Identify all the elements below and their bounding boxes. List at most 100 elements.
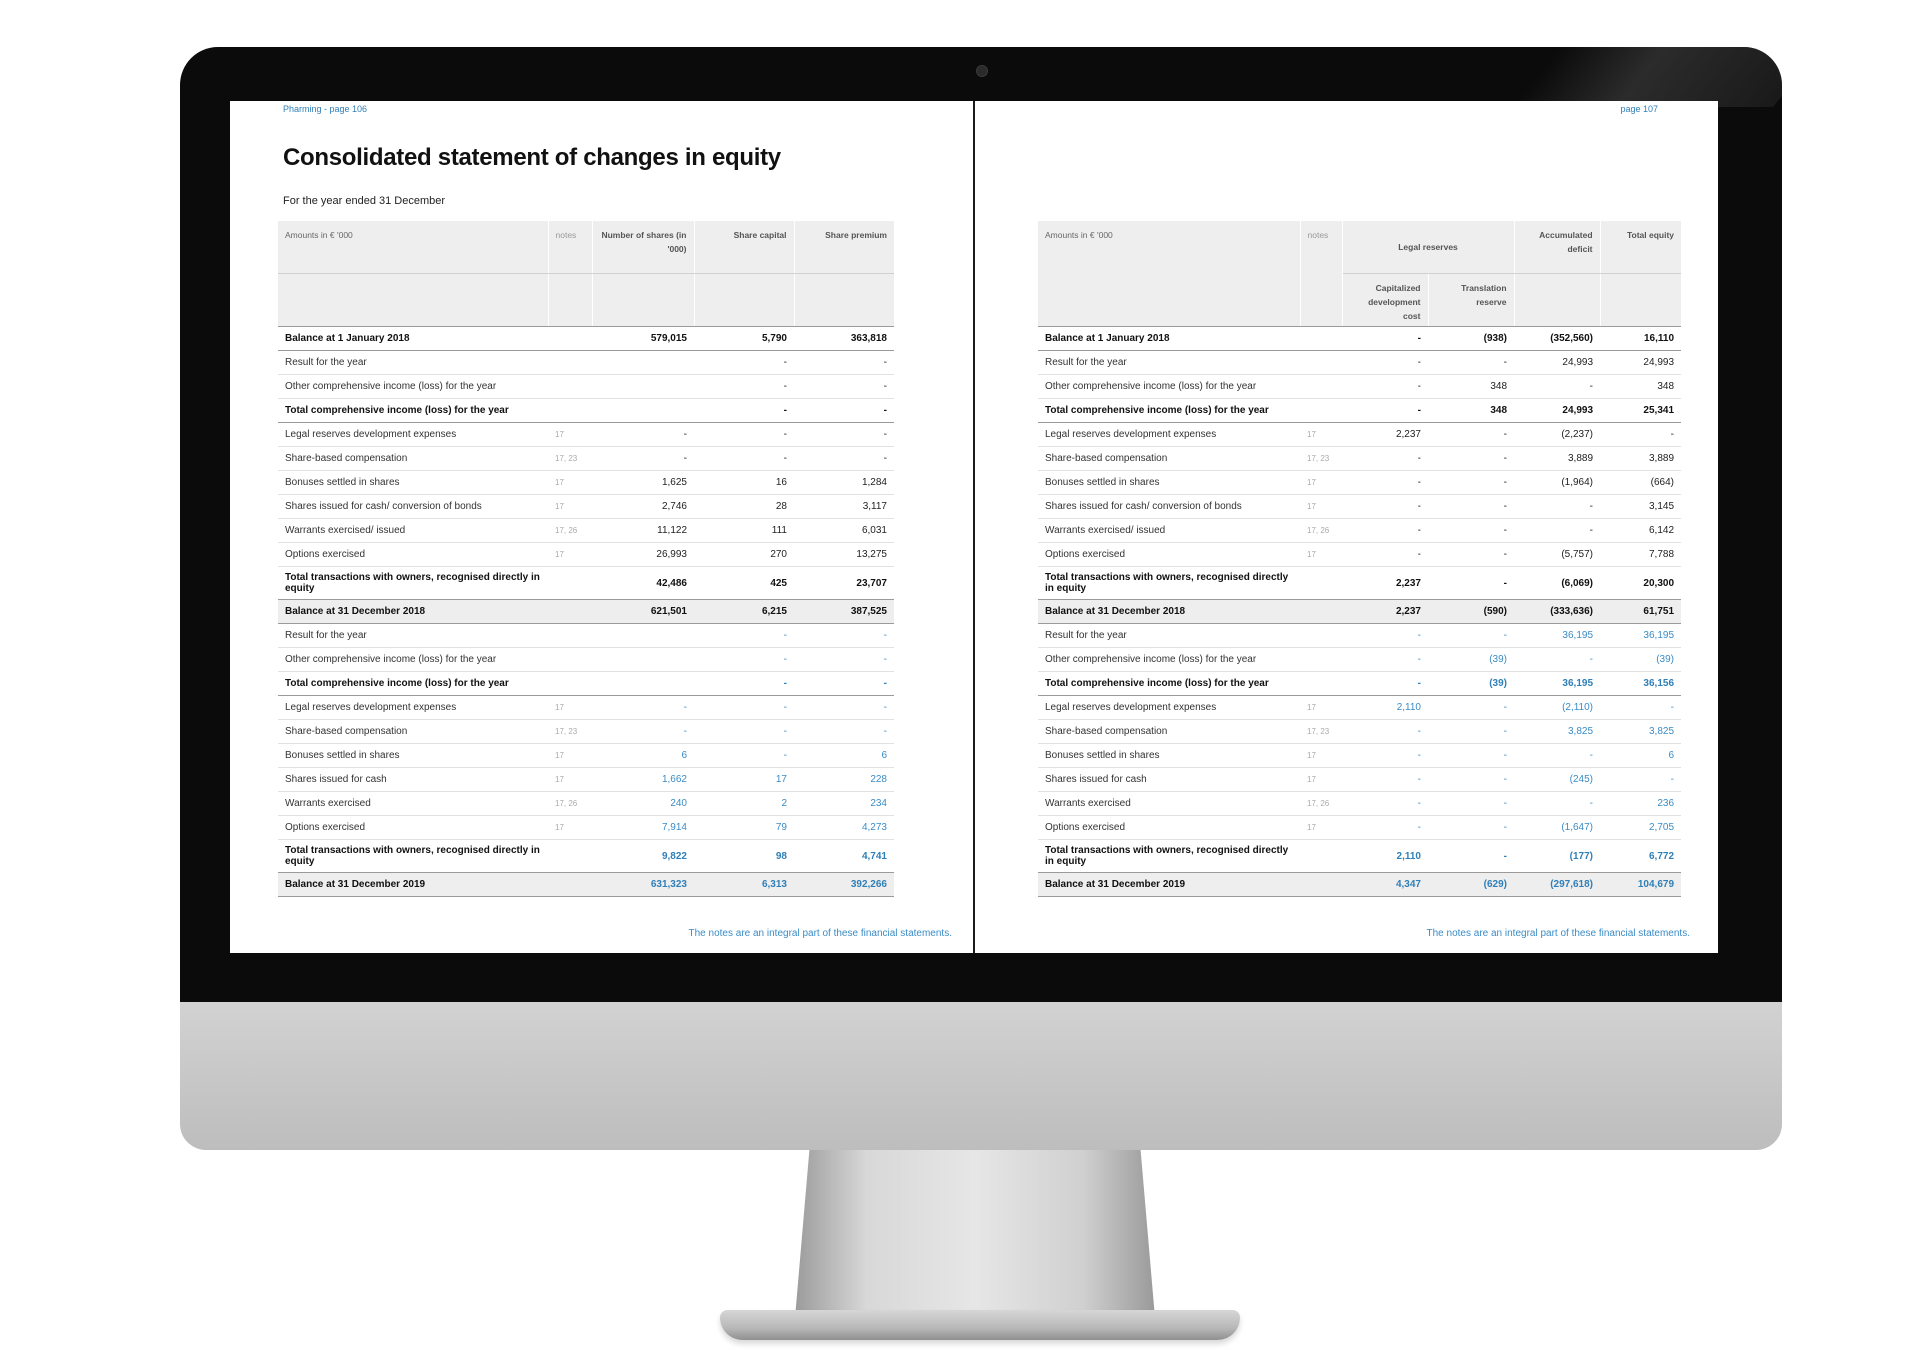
row-value xyxy=(592,671,694,696)
row-value: 1,625 xyxy=(592,470,694,495)
row-value: - xyxy=(1428,446,1515,471)
row-label: Total comprehensive income (loss) for th… xyxy=(278,671,548,696)
row-value: 9,822 xyxy=(592,839,694,873)
table-row: Legal reserves development expenses 17 2,1… xyxy=(1038,695,1682,720)
table-row: Legal reserves development expenses 17- - - xyxy=(278,422,894,447)
row-value: - xyxy=(1428,767,1515,792)
row-value: 3,825 xyxy=(1600,719,1682,744)
row-note: 17 xyxy=(1300,422,1342,447)
row-value: - xyxy=(1342,350,1428,375)
row-value: - xyxy=(1342,671,1428,696)
row-note: 17, 23 xyxy=(548,446,592,471)
monitor-stand xyxy=(795,1150,1155,1318)
row-value: (629) xyxy=(1428,872,1515,897)
row-value: - xyxy=(1514,791,1601,816)
header-spacer xyxy=(794,273,894,327)
row-value: 42,486 xyxy=(592,566,694,600)
row-value: - xyxy=(1342,398,1428,423)
table-row: Share-based compensation 17, 23- -3,825 3,8… xyxy=(1038,719,1682,744)
row-label: Options exercised xyxy=(1038,542,1300,567)
total-equity-header: Total equity xyxy=(1600,221,1682,274)
row-value: - xyxy=(1428,791,1515,816)
row-value: - xyxy=(1342,623,1428,648)
row-value: (2,110) xyxy=(1514,695,1601,720)
table-row: Share-based compensation 17, 23- -3,889 3,8… xyxy=(1038,446,1682,471)
row-value: - xyxy=(694,695,794,720)
row-value: 4,741 xyxy=(794,839,894,873)
row-value: (177) xyxy=(1514,839,1601,873)
table-row: Result for the year - - xyxy=(278,623,894,648)
table-row: Other comprehensive income (loss) for th… xyxy=(1038,374,1682,399)
row-value: 24,993 xyxy=(1514,350,1601,375)
row-value: 6,313 xyxy=(694,872,794,897)
table-row: Balance at 1 January 2018 579,015 5,790 363… xyxy=(278,326,894,351)
row-value: - xyxy=(794,671,894,696)
row-value: - xyxy=(1342,767,1428,792)
row-value: 61,751 xyxy=(1600,599,1682,624)
row-value: - xyxy=(694,350,794,375)
row-value: 3,145 xyxy=(1600,494,1682,519)
row-label: Bonuses settled in shares xyxy=(278,743,548,768)
row-label: Total comprehensive income (loss) for th… xyxy=(278,398,548,423)
row-note xyxy=(1300,599,1342,624)
row-value: - xyxy=(1600,695,1682,720)
row-note: 17 xyxy=(548,494,592,519)
row-label: Bonuses settled in shares xyxy=(1038,470,1300,495)
row-value: (39) xyxy=(1428,647,1515,672)
row-label: Bonuses settled in shares xyxy=(278,470,548,495)
row-note: 17 xyxy=(548,815,592,840)
row-value xyxy=(592,623,694,648)
row-value: - xyxy=(592,446,694,471)
table-row: Bonuses settled in shares 17 1,625 16 1,284 xyxy=(278,470,894,495)
row-note: 17 xyxy=(1300,542,1342,567)
table-row: Warrants exercised/ issued 17, 26- - -6,142 xyxy=(1038,518,1682,543)
row-value: 6,215 xyxy=(694,599,794,624)
row-value: - xyxy=(1514,374,1601,399)
row-value: 2,746 xyxy=(592,494,694,519)
page-subtitle: For the year ended 31 December xyxy=(283,195,446,207)
row-value: 392,266 xyxy=(794,872,894,897)
row-value: (39) xyxy=(1600,647,1682,672)
table-row: Total comprehensive income (loss) for th… xyxy=(278,671,894,696)
row-note: 17 xyxy=(548,422,592,447)
table-row: Result for the year - -24,993 24,993 xyxy=(1038,350,1682,375)
row-value: 270 xyxy=(694,542,794,567)
row-value: - xyxy=(694,719,794,744)
row-value: 240 xyxy=(592,791,694,816)
capitalized-development-cost-header: Capitalized development cost xyxy=(1342,273,1429,327)
header-spacer xyxy=(694,273,795,327)
row-note: 17, 23 xyxy=(1300,719,1342,744)
equity-table-left: Amounts in € '000 notes Number of shares… xyxy=(278,221,894,897)
row-note xyxy=(548,671,592,696)
row-note xyxy=(548,623,592,648)
table-row: Bonuses settled in shares 17- - (1,964) (664… xyxy=(1038,470,1682,495)
row-note xyxy=(1300,623,1342,648)
row-value: - xyxy=(794,719,894,744)
row-value: 2,237 xyxy=(1342,566,1428,600)
row-value: 6,031 xyxy=(794,518,894,543)
table-row: Share-based compensation 17, 23- - - xyxy=(278,446,894,471)
row-value: 36,195 xyxy=(1514,623,1601,648)
row-value: - xyxy=(1428,566,1515,600)
table-row: Options exercised 17- - (1,647) 2,705 xyxy=(1038,815,1682,840)
row-value: 3,825 xyxy=(1514,719,1601,744)
row-value: - xyxy=(1342,647,1428,672)
row-label: Legal reserves development expenses xyxy=(1038,695,1300,720)
row-note: 17, 26 xyxy=(548,518,592,543)
row-value: 26,993 xyxy=(592,542,694,567)
row-value: (245) xyxy=(1514,767,1601,792)
row-value: - xyxy=(1428,494,1515,519)
row-label: Total transactions with owners, recognis… xyxy=(1038,839,1300,873)
row-value: - xyxy=(1428,518,1515,543)
row-note: 17 xyxy=(1300,494,1342,519)
row-value: 6 xyxy=(794,743,894,768)
row-note xyxy=(1300,350,1342,375)
row-value: 228 xyxy=(794,767,894,792)
table-row: Total transactions with owners, recognis… xyxy=(278,566,894,600)
row-label: Total transactions with owners, recognis… xyxy=(278,839,548,873)
table-row: Balance at 1 January 2018 - (938) (352,560)… xyxy=(1038,326,1682,351)
table-body-right: Balance at 1 January 2018- (938) (352,560)… xyxy=(1038,326,1682,897)
header-spacer xyxy=(592,273,695,327)
row-value: 16,110 xyxy=(1600,326,1682,351)
monitor-stand-base xyxy=(720,1310,1240,1340)
